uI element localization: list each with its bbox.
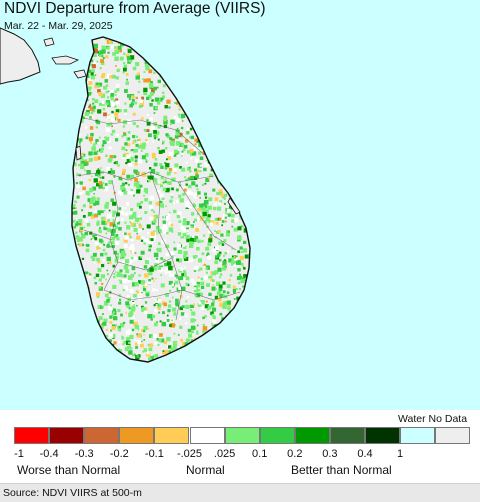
- legend-tick-label: 0.1: [252, 448, 268, 460]
- source-text: Source: NDVI VIIRS at 500-m: [3, 487, 142, 499]
- legend-swatch: [14, 427, 49, 444]
- legend: Water No Data -1 -0.4 -0.3 -0.2 -0.1 -.025 .02…: [0, 410, 480, 482]
- legend-tick-label: -.025: [176, 448, 203, 460]
- source-bar: Source: NDVI VIIRS at 500-m: [0, 483, 480, 502]
- caption-worse: Worse than Normal: [17, 463, 121, 477]
- mainland-landmass: [0, 27, 41, 85]
- legend-tick-label: 1: [397, 448, 404, 460]
- legend-swatch: [154, 427, 190, 444]
- legend-tick-label: -1: [14, 448, 24, 460]
- legend-swatch: [435, 427, 471, 444]
- legend-swatch: [84, 427, 120, 444]
- legend-tick-label: -0.3: [74, 448, 94, 460]
- legend-swatch: [294, 427, 330, 444]
- legend-swatch: [224, 427, 260, 444]
- legend-swatch: [365, 427, 400, 444]
- legend-tick-label: 0.2: [287, 448, 303, 460]
- map-svg: [0, 27, 251, 363]
- legend-swatch: [400, 427, 436, 444]
- map-area: NDVI Departure from Average (VIIRS) Mar.…: [0, 0, 480, 410]
- legend-swatch: [189, 427, 225, 444]
- legend-tick-label: 0.3: [322, 448, 338, 460]
- caption-normal: Normal: [186, 463, 225, 477]
- legend-tick-label: .025: [213, 448, 236, 460]
- water-no-data-label: Water No Data: [398, 413, 468, 425]
- legend-tick-label: 0.4: [357, 448, 373, 460]
- coastal-islets: [43, 37, 241, 215]
- caption-better: Better than Normal: [291, 463, 392, 477]
- legend-swatch: [49, 427, 85, 444]
- legend-swatch: [329, 427, 365, 444]
- legend-tick-label: -0.4: [39, 448, 59, 460]
- legend-tick-label: -0.1: [144, 448, 164, 460]
- map-title: NDVI Departure from Average (VIIRS): [4, 0, 266, 17]
- province-boundaries: [75, 117, 241, 321]
- legend-swatch: [259, 427, 295, 444]
- map-subtitle: Mar. 22 - Mar. 29, 2025: [4, 20, 113, 32]
- legend-swatch: [119, 427, 155, 444]
- legend-tick-label: -0.2: [109, 448, 129, 460]
